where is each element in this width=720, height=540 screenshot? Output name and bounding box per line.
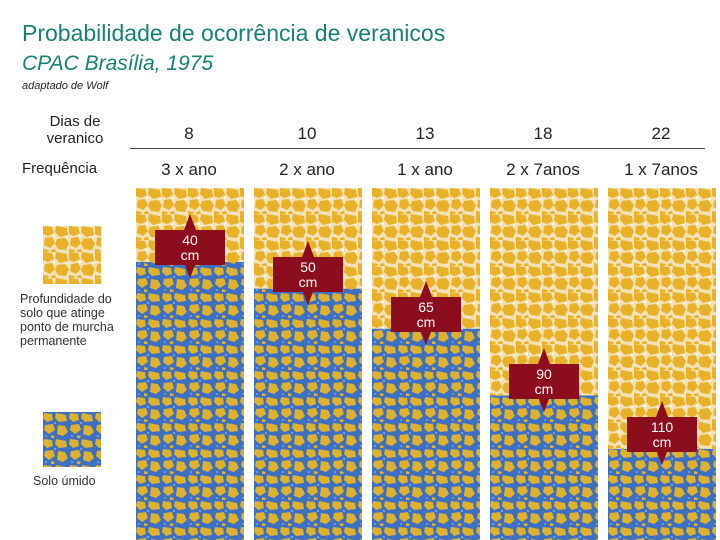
depth-unit-1: cm xyxy=(180,247,200,263)
frequency-value-4: 2 x 7anos xyxy=(506,160,580,179)
frequency-value-1: 3 x ano xyxy=(161,160,217,179)
depth-unit-4: cm xyxy=(534,380,554,397)
page-subtitle: CPAC Brasília, 1975 xyxy=(22,52,214,75)
page-title: Probabilidade de ocorrência de veranicos xyxy=(22,20,446,46)
depth-value-5: 110 xyxy=(650,418,674,435)
legend-wet-soil-swatch xyxy=(43,412,101,467)
depth-value-2: 50 xyxy=(300,258,316,275)
depth-value-4: 90 xyxy=(536,365,552,382)
source-note: adaptado de Wolf xyxy=(22,80,109,92)
days-value-2: 10 xyxy=(297,124,317,143)
wet-layer-2 xyxy=(254,288,362,540)
row-label-days: Dias de veranico xyxy=(46,113,104,147)
depth-value-3: 65 xyxy=(418,298,434,315)
frequency-value-5: 1 x 7anos xyxy=(624,160,698,179)
days-value-4: 18 xyxy=(533,124,553,143)
wet-layer-3 xyxy=(372,328,480,540)
row-label-frequency: Frequência xyxy=(22,160,98,177)
depth-unit-2: cm xyxy=(298,273,318,290)
soil-column-3 xyxy=(372,188,480,540)
depth-value-1: 40 xyxy=(182,232,198,248)
days-value-1: 8 xyxy=(184,124,194,143)
frequency-value-3: 1 x ano xyxy=(397,160,453,179)
legend-dry-soil-label: Profundidade do solo que atinge ponto de… xyxy=(20,292,114,348)
legend-wet-soil-label: Solo úmido xyxy=(33,474,96,488)
legend-dry-soil-swatch xyxy=(43,226,101,284)
wet-layer-1 xyxy=(136,262,244,540)
soil-column-5 xyxy=(608,188,716,540)
days-value-5: 22 xyxy=(651,124,671,143)
days-value-3: 13 xyxy=(415,124,435,143)
soil-column-2 xyxy=(254,188,362,540)
depth-unit-3: cm xyxy=(416,313,436,330)
depth-unit-5: cm xyxy=(652,433,672,450)
wet-layer-4 xyxy=(490,395,598,540)
frequency-value-2: 2 x ano xyxy=(279,160,335,179)
header-divider xyxy=(130,148,705,149)
